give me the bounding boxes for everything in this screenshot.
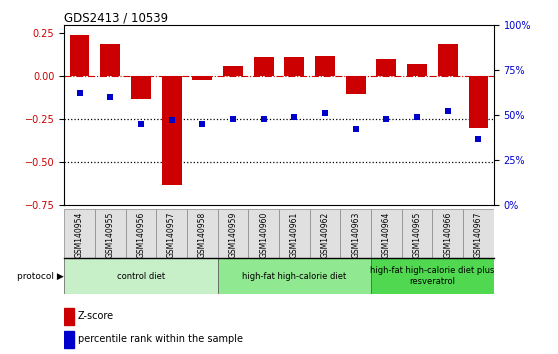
Bar (377, 59, 396, 76)
Text: GSM140956: GSM140956 (136, 211, 146, 258)
Bar (371, 258, 494, 294)
Bar (248, 209, 279, 258)
Bar (100, 44, 120, 76)
Bar (218, 209, 248, 258)
Bar (64, 209, 95, 258)
Text: GDS2413 / 10539: GDS2413 / 10539 (64, 12, 169, 25)
Bar (162, 76, 181, 185)
Text: GSM140955: GSM140955 (105, 211, 115, 258)
Text: GSM140961: GSM140961 (290, 211, 299, 258)
Point (412, 114, 421, 120)
Bar (315, 56, 335, 76)
Text: GSM140963: GSM140963 (351, 211, 360, 258)
Text: Z-score: Z-score (78, 312, 114, 321)
Point (259, 116, 268, 121)
Bar (407, 64, 427, 76)
Text: GSM140962: GSM140962 (320, 211, 330, 258)
Bar (64, 308, 74, 325)
Text: control diet: control diet (117, 272, 165, 281)
Point (474, 136, 483, 141)
Bar (156, 209, 187, 258)
Point (229, 116, 238, 121)
Bar (126, 209, 156, 258)
Text: GSM140967: GSM140967 (474, 211, 483, 258)
Text: GSM140958: GSM140958 (198, 211, 207, 258)
Point (167, 118, 176, 123)
Bar (218, 258, 371, 294)
Text: GSM140964: GSM140964 (382, 211, 391, 258)
Bar (285, 57, 304, 76)
Bar (254, 57, 273, 76)
Point (382, 116, 391, 121)
Point (290, 114, 299, 120)
Text: GSM140957: GSM140957 (167, 211, 176, 258)
Bar (371, 209, 402, 258)
Bar (131, 76, 151, 99)
Text: GSM140959: GSM140959 (228, 211, 238, 258)
Point (198, 121, 206, 127)
Bar (463, 209, 494, 258)
Bar (402, 209, 432, 258)
Bar (279, 209, 310, 258)
Bar (469, 76, 488, 128)
Text: GSM140960: GSM140960 (259, 211, 268, 258)
Bar (64, 331, 74, 348)
Point (351, 127, 360, 132)
Bar (438, 44, 458, 76)
Bar (223, 66, 243, 76)
Text: high-fat high-calorie diet: high-fat high-calorie diet (242, 272, 347, 281)
Point (75, 91, 84, 96)
Bar (346, 76, 365, 93)
Point (136, 121, 145, 127)
Bar (64, 258, 218, 294)
Bar (70, 35, 89, 76)
Bar (193, 76, 212, 80)
Text: GSM140954: GSM140954 (75, 211, 84, 258)
Bar (340, 209, 371, 258)
Point (320, 110, 329, 116)
Bar (187, 209, 218, 258)
Text: GSM140966: GSM140966 (443, 211, 453, 258)
Text: percentile rank within the sample: percentile rank within the sample (78, 335, 243, 344)
Bar (310, 209, 340, 258)
Text: high-fat high-calorie diet plus
resveratrol: high-fat high-calorie diet plus resverat… (371, 267, 494, 286)
Point (443, 109, 452, 114)
Point (105, 94, 115, 100)
Bar (432, 209, 463, 258)
Text: GSM140965: GSM140965 (412, 211, 422, 258)
Bar (95, 209, 126, 258)
Text: protocol ▶: protocol ▶ (17, 272, 64, 281)
